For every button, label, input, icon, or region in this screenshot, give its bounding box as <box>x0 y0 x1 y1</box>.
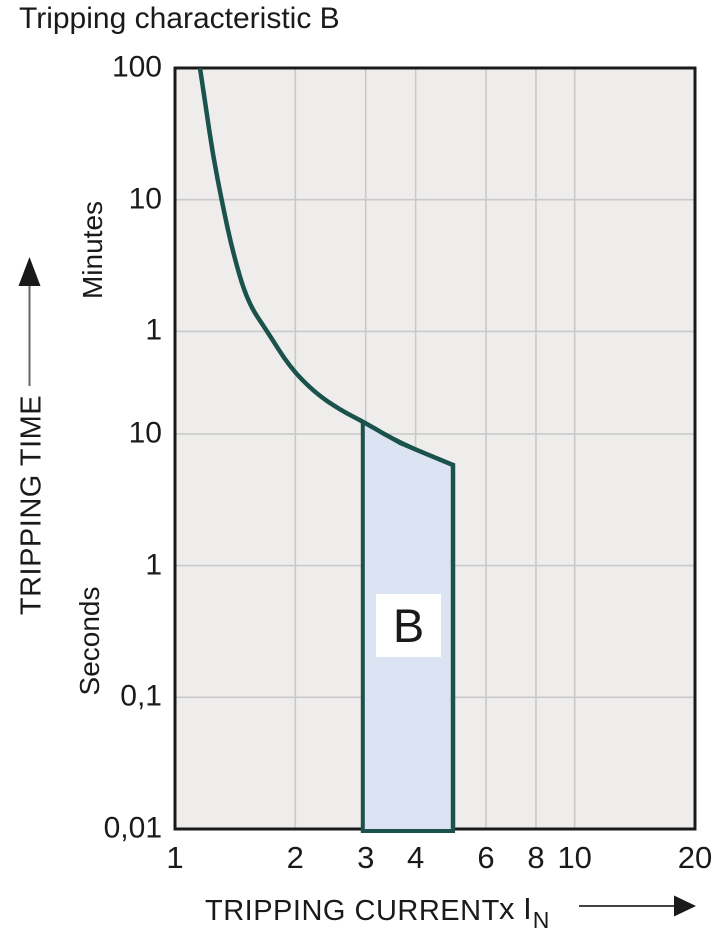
x-tick-label: 8 <box>527 840 545 875</box>
x-axis-unit-subscript: N <box>532 907 550 934</box>
page-title: Tripping characteristic B <box>19 2 340 35</box>
y-axis-unit-seconds: Seconds <box>74 586 105 696</box>
band-label: B <box>392 599 425 652</box>
y-tick-label: 100 <box>111 50 162 84</box>
x-axis-unit: x IN <box>499 891 550 934</box>
x-tick-label: 10 <box>557 840 592 875</box>
x-tick-label: 1 <box>166 840 184 875</box>
y-tick-label: 1 <box>145 313 162 347</box>
x-tick-label: 20 <box>677 840 713 875</box>
y-axis-unit-minutes: Minutes <box>77 200 108 300</box>
x-axis-title: TRIPPING CURRENT <box>205 895 500 927</box>
x-axis-unit-prefix: x I <box>499 891 532 926</box>
y-tick-label: 10 <box>128 182 162 216</box>
tripping-curve <box>197 67 456 831</box>
x-tick-label: 4 <box>406 840 425 875</box>
y-tick-label: 1 <box>145 547 162 581</box>
y-axis-arrow-icon <box>18 257 41 386</box>
x-tick-label: 6 <box>477 840 495 875</box>
x-tick-label: 2 <box>286 840 304 875</box>
band-label-box: B <box>376 594 441 657</box>
x-tick-label: 3 <box>357 840 375 875</box>
y-tick-label: 0,1 <box>120 679 162 713</box>
x-axis-arrow-icon <box>579 895 696 917</box>
y-tick-label: 10 <box>128 416 162 450</box>
y-tick-label: 0,01 <box>103 811 162 845</box>
